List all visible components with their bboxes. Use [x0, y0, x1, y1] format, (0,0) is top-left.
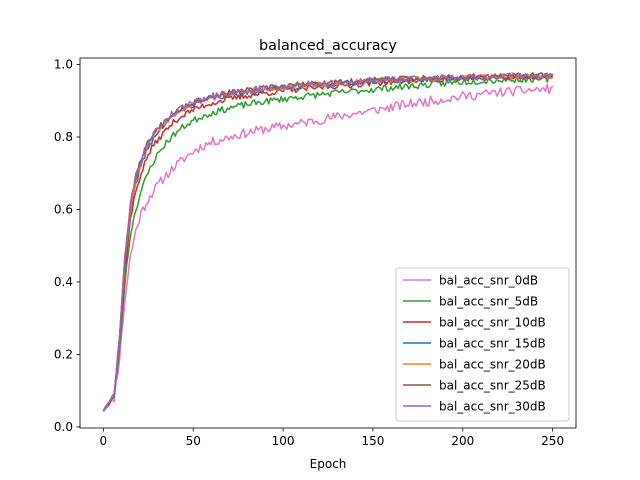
x-tick-label: 100 [272, 434, 295, 448]
x-tick-label: 0 [100, 434, 108, 448]
x-tick-label: 250 [541, 434, 564, 448]
x-tick-label: 200 [451, 434, 474, 448]
legend-box [395, 267, 570, 422]
legend-label: bal_acc_snr_20dB [439, 358, 546, 372]
y-tick-label: 0.8 [54, 130, 73, 144]
y-axis: 0.0 0.2 0.4 0.6 0.8 1.0 [54, 58, 80, 434]
series-layer [102, 72, 554, 412]
legend-label: bal_acc_snr_25dB [439, 379, 546, 393]
axes-frame [79, 57, 577, 429]
y-tick-label: 0.2 [54, 347, 73, 361]
legend-label: bal_acc_snr_15dB [439, 337, 546, 351]
y-tick-label: 0.6 [54, 202, 73, 216]
legend: bal_acc_snr_0dB bal_acc_snr_5dB bal_acc_sn… [395, 267, 570, 422]
y-tick-label: 1.0 [54, 58, 73, 72]
x-axis-label: Epoch [310, 457, 347, 471]
legend-label: bal_acc_snr_0dB [439, 274, 538, 288]
y-tick-label: 0.4 [54, 275, 73, 289]
legend-label: bal_acc_snr_10dB [439, 316, 546, 330]
legend-label: bal_acc_snr_5dB [439, 295, 538, 309]
series-line-6 [102, 72, 554, 412]
series-line-0 [102, 83, 554, 412]
x-tick-label: 150 [361, 434, 384, 448]
x-tick-label: 50 [186, 434, 201, 448]
y-tick-label: 0.0 [54, 420, 73, 434]
legend-label: bal_acc_snr_30dB [439, 400, 546, 414]
chart-title: balanced_accuracy [259, 38, 397, 54]
series-line-1 [102, 75, 553, 412]
x-axis: 0 50 100 150 200 250 [100, 428, 564, 448]
